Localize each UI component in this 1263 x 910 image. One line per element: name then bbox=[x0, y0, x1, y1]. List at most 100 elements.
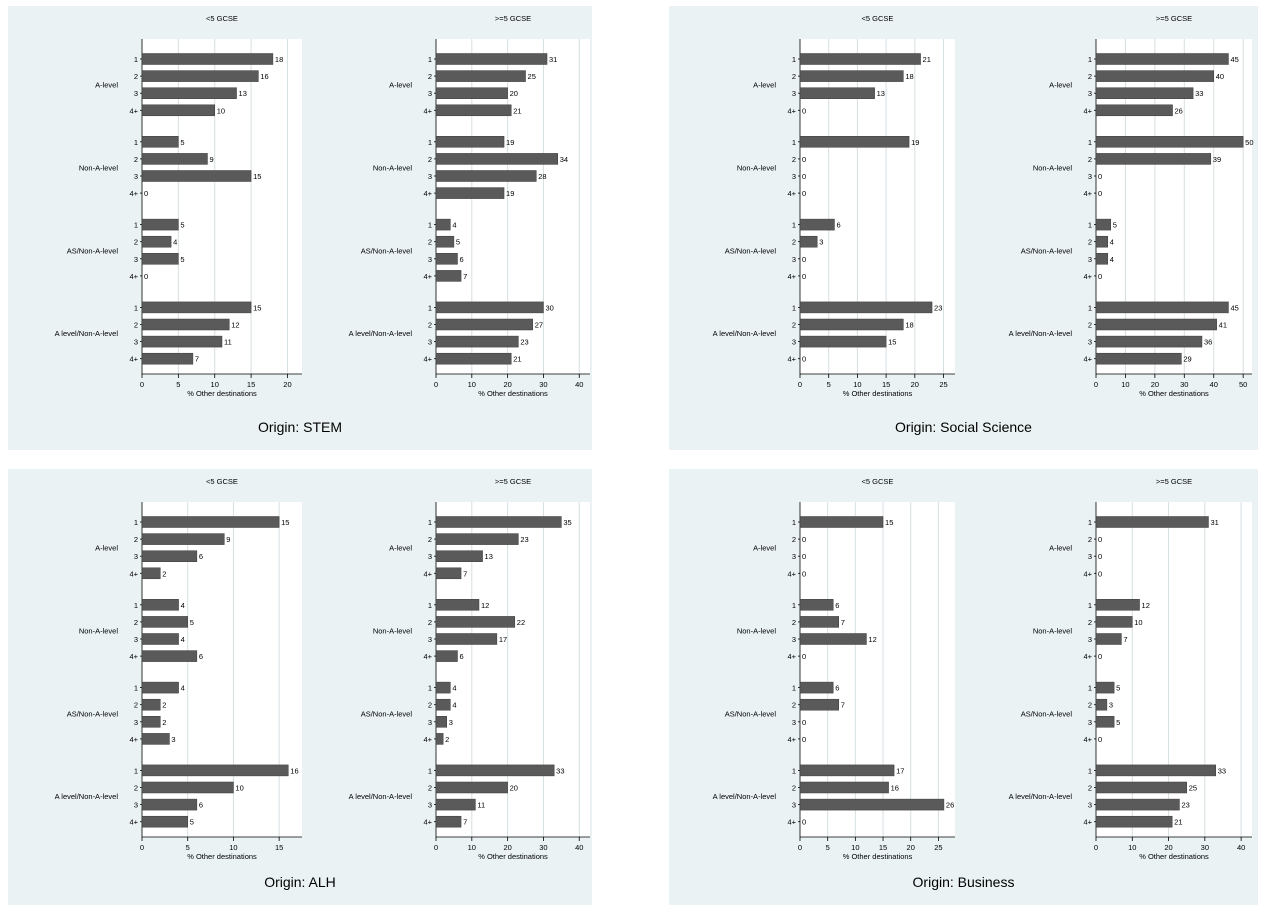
bar-value-label: 26 bbox=[1175, 106, 1183, 115]
bar bbox=[799, 798, 945, 811]
bar-value-label: 2 bbox=[162, 701, 166, 710]
bar bbox=[1095, 235, 1109, 248]
bar bbox=[435, 170, 537, 182]
bar-value-label: 33 bbox=[556, 766, 564, 775]
group-label: A level/Non-A-level bbox=[713, 329, 777, 338]
bar-value-label: 26 bbox=[946, 801, 954, 810]
bar bbox=[799, 136, 910, 148]
bar bbox=[435, 335, 519, 348]
bar-value-label: 3 bbox=[1109, 701, 1113, 710]
bar-value-label: 20 bbox=[510, 89, 518, 98]
bar bbox=[141, 798, 198, 811]
category-label: 2 bbox=[134, 155, 138, 164]
category-label: 2 bbox=[792, 155, 796, 164]
bar bbox=[141, 153, 208, 165]
category-label: 3 bbox=[428, 172, 432, 181]
bar bbox=[435, 733, 444, 745]
bar bbox=[435, 318, 533, 331]
x-axis-title: % Other destinations bbox=[187, 852, 257, 861]
category-label: 1 bbox=[1088, 601, 1092, 610]
bar bbox=[141, 335, 223, 348]
bar bbox=[435, 70, 526, 82]
bar-value-label: 0 bbox=[802, 272, 806, 281]
bar-value-label: 5 bbox=[190, 618, 194, 627]
bar bbox=[141, 218, 179, 231]
x-tick-label: 0 bbox=[798, 380, 802, 389]
group-label: Non-A-level bbox=[737, 163, 777, 172]
x-axis-title: % Other destinations bbox=[1139, 852, 1209, 861]
bar-value-label: 0 bbox=[1098, 272, 1102, 281]
bar-value-label: 15 bbox=[281, 518, 289, 527]
bar-value-label: 4 bbox=[452, 684, 456, 693]
category-label: 4+ bbox=[129, 569, 138, 578]
bar-value-label: 19 bbox=[506, 138, 514, 147]
category-label: 2 bbox=[134, 535, 138, 544]
bar bbox=[141, 170, 252, 182]
bar-value-label: 18 bbox=[905, 321, 913, 330]
category-label: 3 bbox=[1088, 801, 1092, 810]
group-label: Non-A-level bbox=[79, 163, 119, 172]
group-label: A level/Non-A-level bbox=[55, 792, 119, 801]
bar bbox=[1095, 352, 1182, 365]
bar-value-label: 41 bbox=[1219, 321, 1227, 330]
bar-value-label: 5 bbox=[190, 818, 194, 827]
bar bbox=[799, 633, 867, 645]
bar-value-label: 4 bbox=[452, 701, 456, 710]
bar-value-label: 18 bbox=[275, 55, 283, 64]
origin-title: Origin: ALH bbox=[264, 874, 336, 890]
category-label: 1 bbox=[428, 138, 432, 147]
x-tick-label: 20 bbox=[907, 843, 915, 852]
bar-value-label: 7 bbox=[841, 618, 845, 627]
category-label: 3 bbox=[792, 635, 796, 644]
x-tick-label: 40 bbox=[575, 843, 583, 852]
category-label: 2 bbox=[134, 238, 138, 247]
x-tick-label: 20 bbox=[1164, 843, 1172, 852]
category-label: 4+ bbox=[129, 189, 138, 198]
bar bbox=[1095, 815, 1173, 828]
category-label: 2 bbox=[792, 618, 796, 627]
bar-value-label: 5 bbox=[180, 221, 184, 230]
bar bbox=[799, 599, 834, 611]
x-tick-label: 30 bbox=[539, 843, 547, 852]
category-label: 4+ bbox=[787, 569, 796, 578]
bar-value-label: 19 bbox=[506, 189, 514, 198]
bar-value-label: 4 bbox=[181, 601, 185, 610]
bar bbox=[799, 616, 839, 628]
x-tick-label: 15 bbox=[275, 843, 283, 852]
category-label: 2 bbox=[792, 321, 796, 330]
category-label: 3 bbox=[1088, 718, 1092, 727]
bar-value-label: 6 bbox=[835, 684, 839, 693]
category-label: 4+ bbox=[423, 106, 432, 115]
category-label: 2 bbox=[428, 238, 432, 247]
category-label: 1 bbox=[1088, 138, 1092, 147]
bar-value-label: 0 bbox=[1098, 172, 1102, 181]
bar bbox=[435, 616, 516, 628]
bar bbox=[435, 187, 505, 199]
category-label: 1 bbox=[428, 684, 432, 693]
bar bbox=[435, 235, 455, 248]
bar bbox=[1095, 698, 1108, 711]
category-label: 2 bbox=[134, 321, 138, 330]
bar bbox=[141, 136, 179, 148]
category-label: 3 bbox=[428, 255, 432, 264]
group-label: A level/Non-A-level bbox=[349, 329, 413, 338]
bar-value-label: 31 bbox=[549, 55, 557, 64]
panel-title: >=5 GCSE bbox=[1156, 477, 1192, 486]
x-tick-label: 30 bbox=[1180, 380, 1188, 389]
bar-value-label: 30 bbox=[545, 303, 553, 312]
bar-value-label: 4 bbox=[1110, 238, 1114, 247]
bar bbox=[141, 567, 161, 580]
bar-value-label: 13 bbox=[239, 89, 247, 98]
bar-value-label: 4 bbox=[1110, 255, 1114, 264]
bar bbox=[141, 550, 198, 562]
bar bbox=[435, 764, 555, 777]
category-label: 1 bbox=[792, 601, 796, 610]
bar bbox=[141, 815, 188, 828]
bar bbox=[799, 301, 933, 314]
group-label: Non-A-level bbox=[1033, 626, 1073, 635]
bar-value-label: 2 bbox=[162, 718, 166, 727]
category-label: 4+ bbox=[423, 272, 432, 281]
category-label: 1 bbox=[792, 55, 796, 64]
